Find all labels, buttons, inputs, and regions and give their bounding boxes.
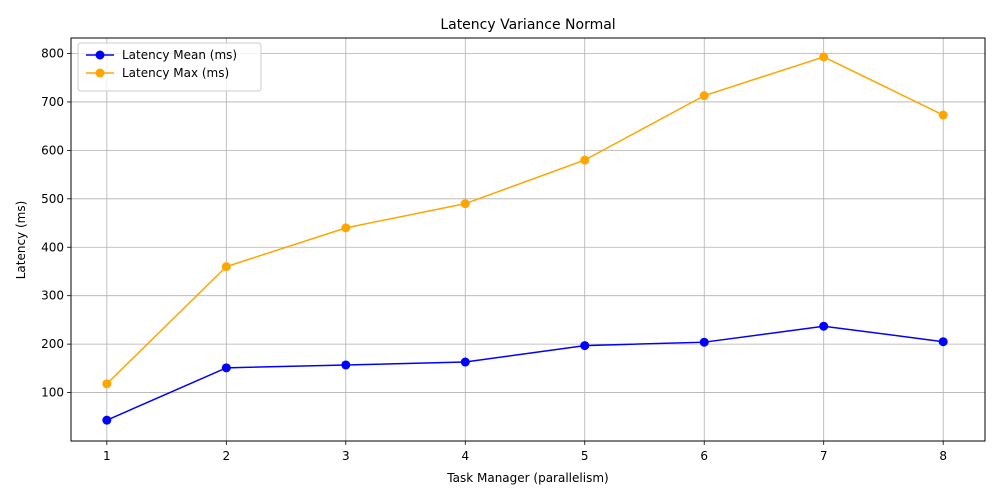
data-point xyxy=(938,337,948,347)
data-point xyxy=(580,155,590,165)
data-point xyxy=(102,415,112,425)
data-point xyxy=(460,199,470,209)
legend: Latency Mean (ms) Latency Max (ms) xyxy=(77,42,262,92)
data-point xyxy=(221,363,231,373)
data-point xyxy=(221,262,231,272)
x-tick-label: 2 xyxy=(222,449,230,463)
y-tick-label: 400 xyxy=(41,240,64,254)
data-point xyxy=(699,337,709,347)
y-tick-label: 100 xyxy=(41,386,64,400)
legend-marker xyxy=(95,50,105,60)
y-tick-label: 300 xyxy=(41,289,64,303)
data-point xyxy=(819,52,829,62)
grid xyxy=(71,38,985,441)
y-tick-label: 500 xyxy=(41,192,64,206)
x-tick-label: 7 xyxy=(820,449,828,463)
y-axis-title: Latency (ms) xyxy=(14,201,28,280)
legend-marker xyxy=(95,68,105,78)
legend-label: Latency Max (ms) xyxy=(122,66,229,80)
plot-frame xyxy=(70,37,986,442)
data-point xyxy=(699,91,709,101)
data-point xyxy=(341,223,351,233)
x-tick-label: 5 xyxy=(581,449,589,463)
x-axis-title: Task Manager (parallelism) xyxy=(446,471,608,485)
legend-label: Latency Mean (ms) xyxy=(122,48,237,62)
y-tick-label: 600 xyxy=(41,143,64,157)
data-point xyxy=(819,321,829,331)
x-tick-label: 8 xyxy=(939,449,947,463)
x-tick-label: 4 xyxy=(461,449,469,463)
series-line-1 xyxy=(106,325,944,421)
chart-title: Latency Variance Normal xyxy=(440,17,615,33)
y-tick-label: 800 xyxy=(41,47,64,61)
data-point xyxy=(341,360,351,370)
y-tick-label: 700 xyxy=(41,95,64,109)
x-tick-label: 6 xyxy=(700,449,708,463)
tick-layer: 1 2 3 4 5 6 7 8 100 200 300 400 500 600 700 800 xyxy=(41,47,947,464)
legend-box xyxy=(77,42,262,92)
data-point xyxy=(580,341,590,351)
data-point xyxy=(938,110,948,120)
data-point xyxy=(460,357,470,367)
series-line-2 xyxy=(106,56,944,385)
x-tick-label: 3 xyxy=(342,449,350,463)
series-layer xyxy=(102,52,948,425)
y-tick-label: 200 xyxy=(41,337,64,351)
x-tick-label: 1 xyxy=(103,449,111,463)
data-point xyxy=(102,379,112,389)
